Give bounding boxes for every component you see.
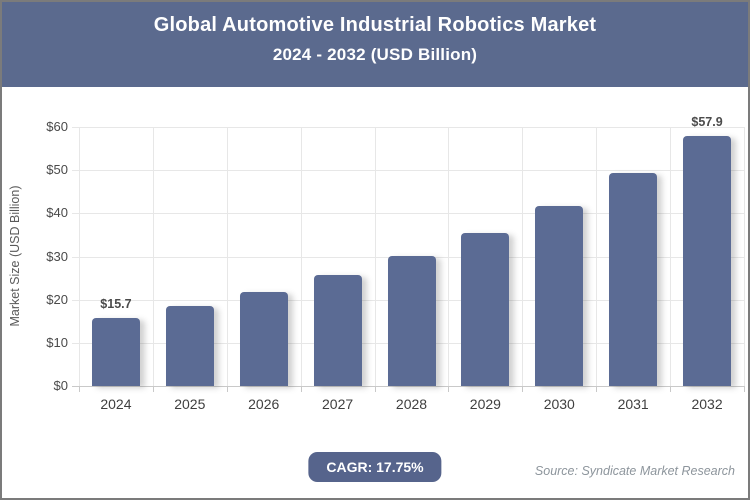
x-tick-label-2032: 2032	[691, 396, 723, 412]
v-gridline	[300, 127, 302, 386]
bar-2029	[461, 232, 510, 386]
v-gridline	[596, 127, 598, 386]
bar-2026	[239, 291, 288, 386]
x-axis-tick	[374, 386, 376, 392]
bar-2030	[535, 205, 584, 386]
h-gridline	[72, 170, 744, 172]
v-gridline	[374, 127, 376, 386]
x-axis-tick	[152, 386, 154, 392]
x-tick-label-2028: 2028	[395, 396, 428, 412]
bar-2025	[165, 306, 214, 386]
x-axis-tick	[744, 386, 745, 392]
y-tick-label: $60	[46, 119, 68, 134]
x-axis-tick	[448, 386, 450, 392]
bar-value-label-2024: $15.7	[100, 297, 132, 312]
x-axis-tick	[522, 386, 524, 392]
x-axis-tick	[226, 386, 228, 392]
cagr-badge: CAGR: 17.75%	[308, 452, 442, 482]
chart-subtitle: 2024 - 2032 (USD Billion)	[272, 45, 478, 64]
v-gridline	[448, 127, 450, 386]
x-tick-label-2026: 2026	[248, 396, 280, 412]
y-tick-label: $50	[46, 162, 68, 178]
x-tick-label-2025: 2025	[174, 396, 206, 412]
x-tick-label-2030: 2030	[543, 396, 575, 412]
v-gridline	[670, 127, 672, 386]
y-tick-label: $0	[53, 378, 68, 393]
v-gridline	[744, 127, 745, 386]
x-axis-line	[72, 386, 744, 387]
chart-title: Global Automotive Industrial Robotics Ma…	[153, 14, 597, 36]
bar-2032	[683, 136, 732, 386]
y-tick-label: $20	[46, 291, 68, 307]
x-axis-tick	[79, 386, 80, 392]
source-note: Source: Syndicate Market Research	[534, 464, 735, 478]
bar-2028	[387, 255, 436, 386]
y-tick-label: $30	[46, 248, 68, 264]
h-gridline	[72, 127, 744, 128]
chart-header: Global Automotive Industrial Robotics Ma…	[2, 2, 748, 87]
v-gridline	[79, 127, 80, 386]
x-tick-label-2029: 2029	[469, 396, 501, 412]
x-tick-label-2027: 2027	[322, 396, 354, 412]
bar-value-label-2032: $57.9	[691, 115, 723, 130]
v-gridline	[226, 127, 228, 386]
bar-2027	[313, 275, 362, 386]
x-tick-label-2024: 2024	[100, 396, 132, 412]
bar-2031	[609, 173, 658, 386]
x-axis-tick	[300, 386, 302, 392]
bar-2024	[91, 318, 140, 386]
x-axis-tick	[596, 386, 598, 392]
y-tick-label: $10	[46, 334, 68, 350]
v-gridline	[522, 127, 524, 386]
v-gridline	[152, 127, 154, 386]
y-tick-label: $40	[46, 205, 68, 221]
h-gridline	[72, 213, 744, 215]
x-tick-label-2031: 2031	[617, 396, 649, 412]
x-axis-tick	[670, 386, 672, 392]
